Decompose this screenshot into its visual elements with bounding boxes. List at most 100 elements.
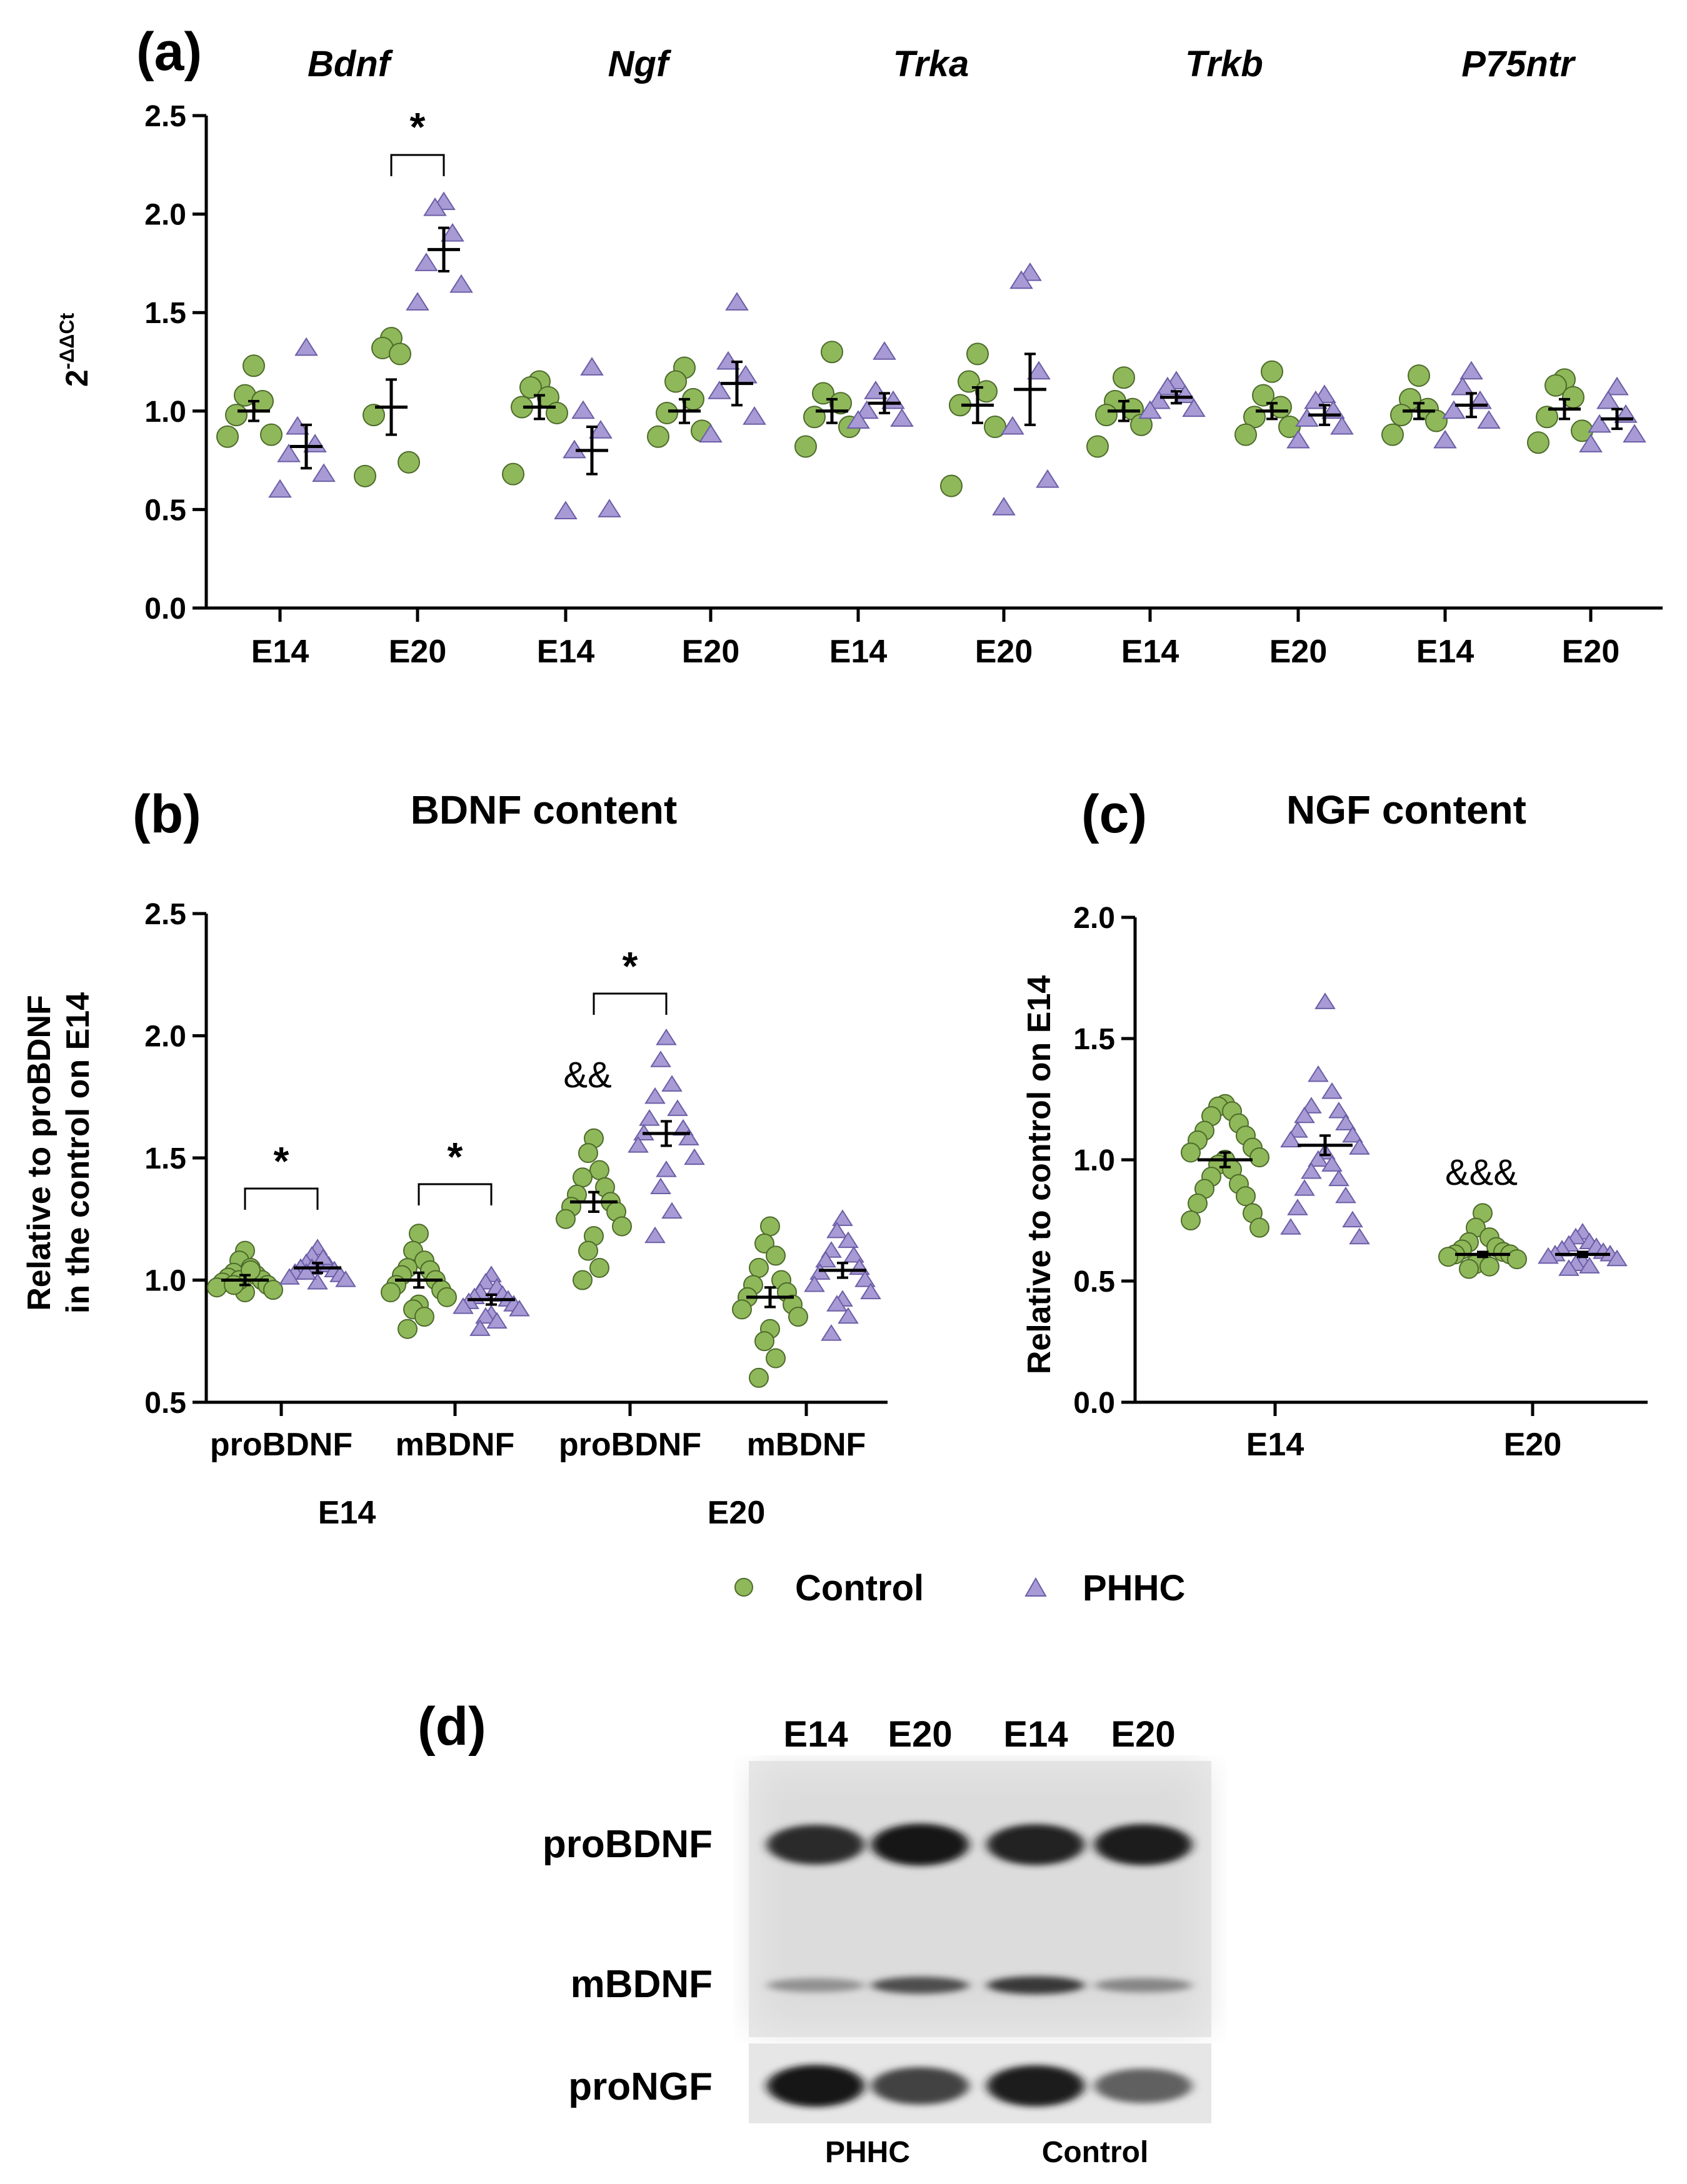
phhc-point — [277, 443, 301, 462]
blot-group-phhc: PHHC — [825, 2136, 910, 2169]
phhc-point — [661, 1075, 683, 1092]
phhc-point — [743, 406, 766, 425]
panel-c-y-tick-label: 1.5 — [1073, 1023, 1115, 1056]
control-point — [732, 1299, 752, 1320]
phhc-point — [656, 1029, 677, 1045]
phhc-point — [449, 274, 473, 293]
panel-a-y-tick-label: 0.0 — [144, 592, 186, 626]
panel-a-x-tick-label: E20 — [389, 634, 447, 670]
panel-c: (c) NGF content Relative to control on E… — [1021, 784, 1648, 1463]
phhc-point — [656, 1160, 677, 1177]
blot-band-mbdnf — [987, 1976, 1084, 1995]
panel-b-y-axis-label-line2: in the control on E14 — [60, 992, 96, 1314]
control-point — [381, 1282, 401, 1303]
control-point — [788, 1307, 808, 1327]
phhc-point — [890, 408, 914, 427]
panel-b-significance-star: * — [274, 1139, 289, 1184]
phhc-point — [1280, 1130, 1301, 1148]
control-point — [398, 1319, 418, 1339]
phhc-point — [1294, 1106, 1315, 1124]
blot-column-label: E20 — [1111, 1714, 1175, 1755]
control-point — [794, 435, 817, 458]
phhc-point — [838, 1307, 859, 1324]
phhc-point — [453, 1297, 474, 1314]
phhc-point — [1308, 1150, 1329, 1167]
panel-b-age-effect-marker: && — [563, 1055, 611, 1095]
control-point — [984, 416, 1006, 439]
phhc-point — [414, 252, 438, 271]
control-point — [243, 354, 265, 377]
control-point — [1234, 423, 1257, 446]
blot-row-label-prongf: proNGF — [568, 2065, 713, 2108]
panel-b-x-tick-label: mBDNF — [747, 1427, 866, 1463]
control-point — [578, 1143, 598, 1164]
phhc-point — [1330, 416, 1354, 435]
phhc-point — [846, 410, 870, 429]
phhc-point — [294, 337, 318, 356]
blot-band-prongf — [871, 2067, 969, 2105]
control-point — [821, 341, 843, 364]
phhc-point — [1294, 1179, 1315, 1196]
control-point — [766, 1348, 786, 1369]
control-point — [589, 1160, 609, 1180]
phhc-point — [650, 1177, 671, 1195]
panel-c-y-axis-label: Relative to control on E14 — [1021, 975, 1058, 1375]
phhc-point — [1451, 376, 1474, 396]
control-point — [829, 392, 852, 415]
gene-label-p75ntr: P75ntr — [1461, 44, 1576, 84]
control-point — [1507, 1249, 1527, 1270]
panel-b-x-tick-label: mBDNF — [396, 1427, 515, 1463]
phhc-point — [1349, 1227, 1370, 1245]
control-point — [502, 462, 524, 486]
panel-b-significance-star: * — [448, 1134, 463, 1179]
blot-band-mbdnf — [1094, 1978, 1192, 1993]
panel-a-y-tick-label: 2.5 — [144, 100, 186, 133]
control-point — [263, 1280, 283, 1300]
control-point — [398, 451, 420, 474]
phhc-point — [1138, 400, 1162, 419]
panel-c-y-tick-label: 0.0 — [1073, 1387, 1115, 1420]
panel-d-label: (d) — [418, 1697, 486, 1757]
phhc-point — [650, 1050, 671, 1067]
phhc-point — [1328, 1102, 1349, 1119]
panel-a-significance-star: * — [410, 104, 426, 149]
phhc-point — [1579, 434, 1603, 452]
phhc-point — [1001, 416, 1024, 435]
panel-a-x-tick-label: E14 — [251, 634, 309, 670]
control-point — [589, 1257, 609, 1278]
phhc-point — [1321, 1155, 1343, 1172]
phhc-point — [860, 1282, 881, 1300]
control-point — [260, 423, 283, 446]
phhc-point — [684, 1148, 705, 1165]
phhc-point — [1009, 270, 1033, 289]
control-point — [749, 1257, 769, 1278]
panel-c-x-tick-label: E14 — [1246, 1427, 1304, 1463]
control-point — [578, 1240, 598, 1261]
panel-c-y-tick-label: 2.0 — [1073, 902, 1115, 935]
phhc-point — [1182, 398, 1206, 417]
phhc-point — [804, 1275, 825, 1292]
control-point — [766, 1245, 786, 1266]
phhc-point — [1335, 1186, 1356, 1204]
control-point — [1536, 406, 1558, 429]
phhc-point — [826, 1295, 848, 1312]
panel-a-y-tick-label: 0.5 — [144, 494, 186, 527]
panel-a-y-tick-label: 1.5 — [144, 297, 186, 330]
phhc-point — [1308, 1065, 1329, 1082]
panel-a-x-tick-label: E14 — [829, 634, 888, 670]
control-point — [1390, 404, 1413, 427]
phhc-point — [406, 292, 429, 311]
panel-b-significance-star: * — [623, 944, 638, 989]
phhc-point — [1596, 390, 1620, 409]
control-point — [573, 1167, 593, 1188]
control-point — [1408, 364, 1430, 387]
legend: Control PHHC — [734, 1568, 1185, 1608]
blot-band-mbdnf — [871, 1977, 969, 1994]
phhc-point — [313, 1248, 334, 1265]
control-point — [1252, 384, 1274, 407]
control-point — [556, 1209, 576, 1229]
blot-column-label: E14 — [1003, 1714, 1068, 1755]
phhc-point — [1579, 1257, 1600, 1274]
gene-label-trka: Trka — [893, 44, 969, 84]
